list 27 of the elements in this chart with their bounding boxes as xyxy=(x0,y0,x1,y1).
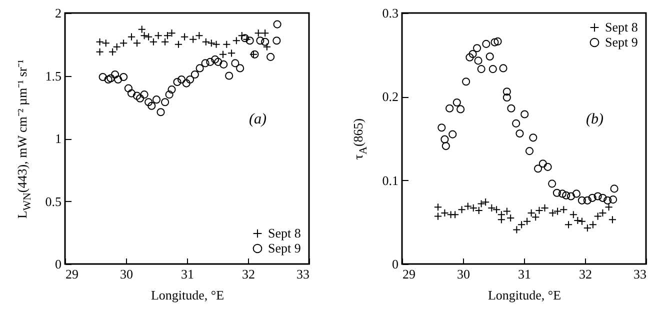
x-tick-label: 31 xyxy=(181,266,194,282)
x-tick-label: 29 xyxy=(66,266,78,282)
y-tick-label: 0 xyxy=(392,256,398,272)
annotation: (b) xyxy=(586,111,604,128)
legend-label: Sept 8 xyxy=(268,226,301,240)
annotation: (a) xyxy=(249,111,267,128)
x-axis-title: Longitude, °E xyxy=(488,288,562,302)
y-tick-label: 0.5 xyxy=(45,194,62,209)
x-tick-label: 30 xyxy=(457,266,470,282)
x-tick-label: 33 xyxy=(296,266,310,282)
x-tick-label: 31 xyxy=(518,266,531,282)
y-tick-label: 0.2 xyxy=(382,89,398,104)
y-tick-label: 2 xyxy=(55,6,62,20)
y-tick-label: 1 xyxy=(55,131,62,146)
legend-label: Sept 9 xyxy=(605,34,638,50)
x-tick-label: 33 xyxy=(634,266,646,282)
y-tick-label: 0 xyxy=(55,256,62,272)
y-tick-label: 1.5 xyxy=(45,68,62,84)
x-tick-label: 32 xyxy=(579,266,592,282)
x-axis-title: Longitude, °E xyxy=(150,288,224,302)
y-tick-label: 0.3 xyxy=(382,6,398,20)
x-tick-label: 29 xyxy=(402,266,416,282)
x-tick-label: 30 xyxy=(120,266,133,282)
legend-label: Sept 8 xyxy=(605,20,638,34)
x-tick-label: 32 xyxy=(242,266,255,282)
y-tick-label: 0.1 xyxy=(382,172,398,188)
legend-label: Sept 9 xyxy=(268,240,301,256)
